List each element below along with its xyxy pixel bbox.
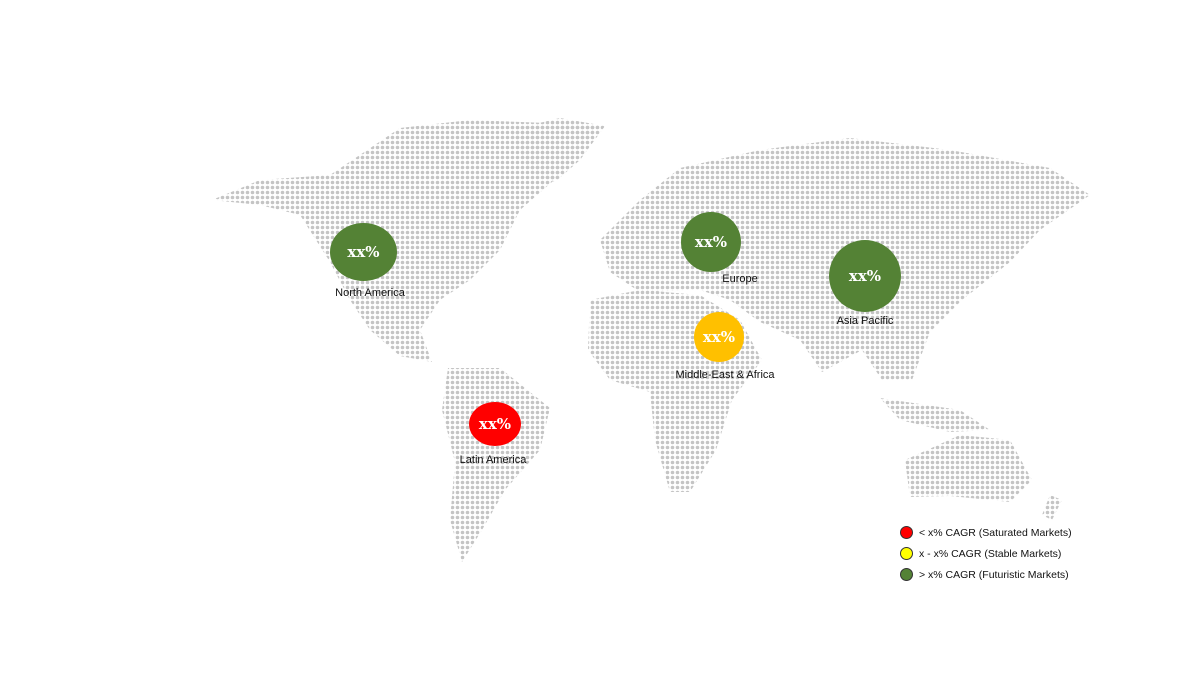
- australia-landmass: [905, 435, 1032, 502]
- legend-label: < x% CAGR (Saturated Markets): [919, 526, 1072, 539]
- bubble-middle-east-africa: xx%: [694, 312, 744, 362]
- label-north-america: North America: [335, 287, 405, 299]
- label-latin-america: Latin America: [459, 454, 527, 466]
- label-europe: Europe: [722, 273, 758, 285]
- bubble-europe: xx%: [681, 212, 741, 272]
- yellow-dot-icon: [900, 547, 913, 560]
- green-dot-icon: [900, 568, 913, 581]
- legend-label: x - x% CAGR (Stable Markets): [919, 547, 1062, 560]
- red-dot-icon: [900, 526, 913, 539]
- legend-item-stable: x - x% CAGR (Stable Markets): [900, 543, 1072, 564]
- legend: < x% CAGR (Saturated Markets) x - x% CAG…: [900, 522, 1072, 585]
- southeast-asia-islands: [880, 398, 990, 432]
- greenland-landmass: [510, 118, 605, 182]
- bubble-latin-america: xx%: [469, 402, 521, 446]
- south-america-landmass: [442, 368, 550, 562]
- legend-item-futuristic: > x% CAGR (Futuristic Markets): [900, 564, 1072, 585]
- legend-item-saturated: < x% CAGR (Saturated Markets): [900, 522, 1072, 543]
- new-zealand-landmass: [1042, 495, 1062, 520]
- bubble-asia-pacific: xx%: [829, 240, 901, 312]
- north-america-landmass: [212, 120, 600, 362]
- bubble-north-america: xx%: [330, 223, 397, 281]
- label-asia-pacific: Asia Pacific: [836, 315, 894, 327]
- label-middle-east-africa: Middle-East & Africa: [675, 369, 775, 381]
- legend-label: > x% CAGR (Futuristic Markets): [919, 568, 1069, 581]
